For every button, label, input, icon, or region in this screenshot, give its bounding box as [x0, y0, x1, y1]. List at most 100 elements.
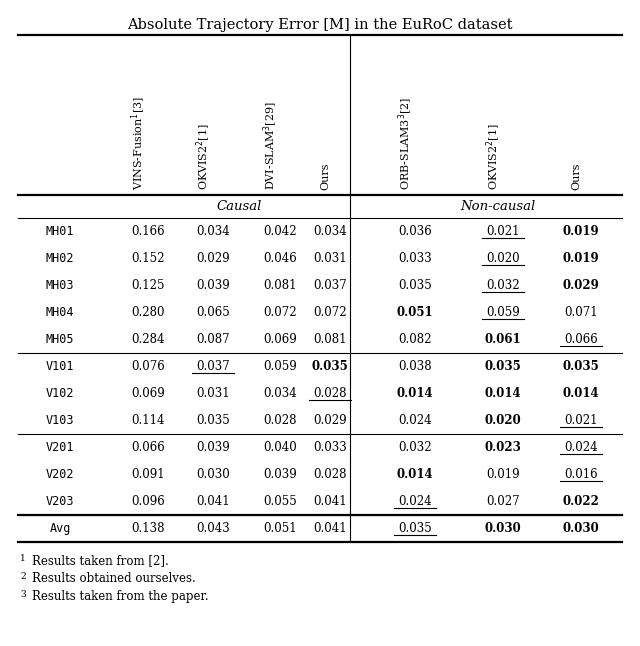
Text: 0.035: 0.035	[312, 360, 348, 373]
Text: 0.096: 0.096	[131, 495, 165, 508]
Text: 0.031: 0.031	[196, 387, 230, 400]
Text: 0.032: 0.032	[398, 441, 432, 454]
Text: 0.284: 0.284	[131, 333, 164, 346]
Text: 0.034: 0.034	[196, 225, 230, 238]
Text: 0.021: 0.021	[486, 225, 520, 238]
Text: 0.033: 0.033	[398, 252, 432, 265]
Text: 0.037: 0.037	[313, 279, 347, 292]
Text: 0.059: 0.059	[486, 306, 520, 319]
Text: 0.039: 0.039	[263, 468, 297, 481]
Text: 0.066: 0.066	[131, 441, 165, 454]
Text: 0.014: 0.014	[397, 468, 433, 481]
Text: 0.138: 0.138	[131, 522, 164, 535]
Text: 0.024: 0.024	[398, 414, 432, 427]
Text: 0.034: 0.034	[263, 387, 297, 400]
Text: 0.030: 0.030	[484, 522, 522, 535]
Text: 0.020: 0.020	[486, 252, 520, 265]
Text: 0.166: 0.166	[131, 225, 165, 238]
Text: 0.024: 0.024	[398, 495, 432, 508]
Text: 0.033: 0.033	[313, 441, 347, 454]
Text: 0.091: 0.091	[131, 468, 165, 481]
Text: 0.069: 0.069	[131, 387, 165, 400]
Text: Results taken from [2].: Results taken from [2].	[32, 554, 169, 567]
Text: 0.032: 0.032	[486, 279, 520, 292]
Text: 0.023: 0.023	[484, 441, 522, 454]
Text: 0.028: 0.028	[313, 387, 347, 400]
Text: 0.019: 0.019	[563, 252, 599, 265]
Text: 0.046: 0.046	[263, 252, 297, 265]
Text: 0.081: 0.081	[313, 333, 347, 346]
Text: Results obtained ourselves.: Results obtained ourselves.	[32, 572, 196, 585]
Text: MH01: MH01	[45, 225, 74, 238]
Text: 0.040: 0.040	[263, 441, 297, 454]
Text: 0.069: 0.069	[263, 333, 297, 346]
Text: 0.014: 0.014	[397, 387, 433, 400]
Text: 0.028: 0.028	[263, 414, 297, 427]
Text: ORB-SLAM3$^{3}$[2]: ORB-SLAM3$^{3}$[2]	[397, 97, 415, 190]
Text: V201: V201	[45, 441, 74, 454]
Text: 0.035: 0.035	[398, 279, 432, 292]
Text: OKVIS2$^{2}$[1]: OKVIS2$^{2}$[1]	[195, 123, 213, 190]
Text: 0.280: 0.280	[131, 306, 164, 319]
Text: 0.020: 0.020	[484, 414, 522, 427]
Text: OKVIS2$^{2}$[1]: OKVIS2$^{2}$[1]	[485, 123, 503, 190]
Text: 0.022: 0.022	[563, 495, 600, 508]
Text: 0.081: 0.081	[263, 279, 297, 292]
Text: Avg: Avg	[49, 522, 70, 535]
Text: 0.041: 0.041	[313, 495, 347, 508]
Text: MH02: MH02	[45, 252, 74, 265]
Text: 0.051: 0.051	[263, 522, 297, 535]
Text: 0.035: 0.035	[563, 360, 600, 373]
Text: MH05: MH05	[45, 333, 74, 346]
Text: 0.031: 0.031	[313, 252, 347, 265]
Text: 0.035: 0.035	[398, 522, 432, 535]
Text: 0.041: 0.041	[196, 495, 230, 508]
Text: 0.125: 0.125	[131, 279, 164, 292]
Text: 0.152: 0.152	[131, 252, 164, 265]
Text: 0.061: 0.061	[484, 333, 522, 346]
Text: Results taken from the paper.: Results taken from the paper.	[32, 590, 209, 603]
Text: 0.030: 0.030	[563, 522, 600, 535]
Text: 0.087: 0.087	[196, 333, 230, 346]
Text: 0.043: 0.043	[196, 522, 230, 535]
Text: 0.042: 0.042	[263, 225, 297, 238]
Text: 0.076: 0.076	[131, 360, 165, 373]
Text: 0.021: 0.021	[564, 414, 598, 427]
Text: 0.035: 0.035	[196, 414, 230, 427]
Text: Ours: Ours	[571, 163, 581, 190]
Text: 0.039: 0.039	[196, 279, 230, 292]
Text: Ours: Ours	[320, 163, 330, 190]
Text: V102: V102	[45, 387, 74, 400]
Text: 0.019: 0.019	[486, 468, 520, 481]
Text: 0.065: 0.065	[196, 306, 230, 319]
Text: 0.051: 0.051	[397, 306, 433, 319]
Text: 0.014: 0.014	[484, 387, 522, 400]
Text: 0.034: 0.034	[313, 225, 347, 238]
Text: 0.014: 0.014	[563, 387, 599, 400]
Text: 0.036: 0.036	[398, 225, 432, 238]
Text: 3: 3	[20, 590, 26, 599]
Text: 0.035: 0.035	[484, 360, 522, 373]
Text: Absolute Trajectory Error [M] in the EuRoC dataset: Absolute Trajectory Error [M] in the EuR…	[127, 18, 513, 32]
Text: 0.071: 0.071	[564, 306, 598, 319]
Text: Non-causal: Non-causal	[460, 200, 536, 213]
Text: 0.114: 0.114	[131, 414, 164, 427]
Text: 0.072: 0.072	[313, 306, 347, 319]
Text: DVI-SLAM$^{3}$[29]: DVI-SLAM$^{3}$[29]	[262, 101, 280, 190]
Text: 0.055: 0.055	[263, 495, 297, 508]
Text: 0.019: 0.019	[563, 225, 599, 238]
Text: 0.027: 0.027	[486, 495, 520, 508]
Text: 0.030: 0.030	[196, 468, 230, 481]
Text: 0.072: 0.072	[263, 306, 297, 319]
Text: 1: 1	[20, 554, 26, 563]
Text: 0.016: 0.016	[564, 468, 598, 481]
Text: 0.039: 0.039	[196, 441, 230, 454]
Text: 0.082: 0.082	[398, 333, 432, 346]
Text: V203: V203	[45, 495, 74, 508]
Text: V103: V103	[45, 414, 74, 427]
Text: 2: 2	[20, 572, 26, 581]
Text: V101: V101	[45, 360, 74, 373]
Text: 0.029: 0.029	[563, 279, 600, 292]
Text: 0.066: 0.066	[564, 333, 598, 346]
Text: 0.059: 0.059	[263, 360, 297, 373]
